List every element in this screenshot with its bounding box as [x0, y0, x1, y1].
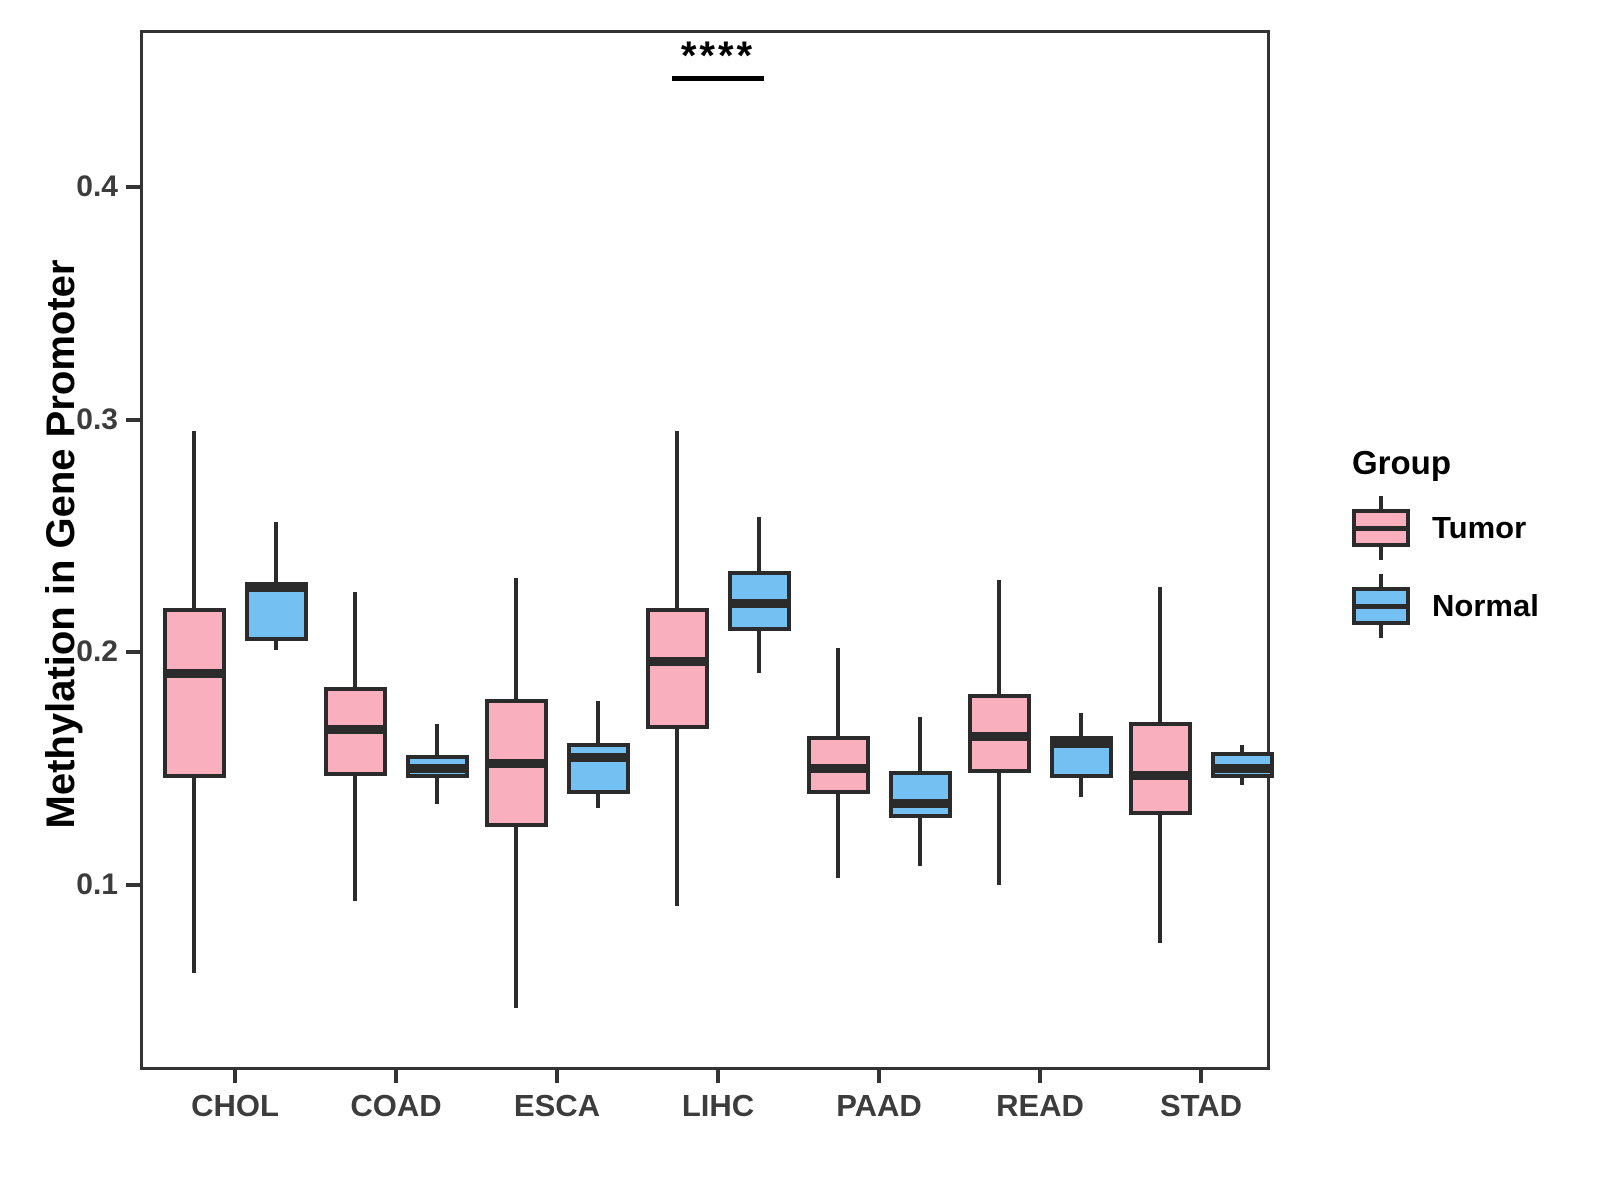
boxplot-box — [244, 582, 308, 641]
legend-boxplot-icon — [1352, 496, 1410, 560]
x-tick-label: ESCA — [513, 1088, 601, 1123]
x-tick-label: READ — [996, 1088, 1084, 1123]
boxplot-box — [566, 743, 630, 795]
legend: Group Tumor Normal — [1352, 444, 1539, 652]
y-tick-label: 0.4 — [76, 169, 118, 203]
x-tick-mark — [1038, 1070, 1042, 1083]
x-tick-label: LIHC — [681, 1088, 755, 1123]
boxplot-median — [1210, 764, 1274, 774]
boxplot-median — [645, 657, 709, 667]
x-tick-mark — [1199, 1070, 1203, 1083]
x-tick-mark — [555, 1070, 559, 1083]
boxplot-box — [162, 608, 226, 778]
boxplot-median — [566, 752, 630, 762]
boxplot-median — [244, 582, 308, 592]
boxplot-median — [323, 724, 387, 734]
legend-boxplot-icon — [1352, 574, 1410, 638]
boxplot-median — [162, 668, 226, 678]
x-tick-label: COAD — [350, 1088, 442, 1123]
plot-panel — [140, 30, 1270, 1070]
significance-annotation: **** — [672, 34, 764, 81]
boxplot-median — [888, 799, 952, 809]
x-tick-label: PAAD — [836, 1088, 922, 1123]
x-tick-mark — [233, 1070, 237, 1083]
y-tick-mark — [126, 417, 140, 422]
legend-entries: Tumor Normal — [1352, 496, 1539, 638]
legend-entry-normal: Normal — [1352, 574, 1539, 638]
legend-entry-tumor: Tumor — [1352, 496, 1539, 560]
x-tick-label: STAD — [1159, 1088, 1243, 1123]
significance-underline — [672, 76, 764, 81]
significance-stars: **** — [680, 34, 756, 78]
boxplot-box — [888, 770, 952, 818]
y-tick-mark — [126, 883, 140, 887]
y-tick-label: 0.1 — [76, 868, 118, 901]
x-tick-label: CHOL — [191, 1088, 279, 1123]
x-tick-mark — [394, 1070, 398, 1083]
boxplot-median — [967, 731, 1031, 741]
legend-label: Tumor — [1432, 510, 1527, 545]
boxplot-median — [1049, 738, 1113, 748]
x-tick-mark — [877, 1070, 881, 1083]
y-tick-mark — [126, 650, 140, 655]
y-tick-mark — [126, 184, 140, 189]
boxplot-median — [727, 598, 791, 608]
legend-label: Normal — [1432, 588, 1539, 623]
x-tick-mark — [716, 1070, 720, 1083]
boxplot-median — [405, 764, 469, 774]
boxplot-box — [645, 608, 709, 730]
boxplot-median — [484, 759, 548, 769]
y-tick-label: 0.2 — [76, 635, 118, 669]
y-tick-label: 0.3 — [76, 402, 118, 436]
boxplot-box — [1128, 722, 1192, 816]
boxplot-median — [1128, 771, 1192, 781]
boxplot-median — [806, 764, 870, 774]
legend-title: Group — [1352, 444, 1451, 481]
